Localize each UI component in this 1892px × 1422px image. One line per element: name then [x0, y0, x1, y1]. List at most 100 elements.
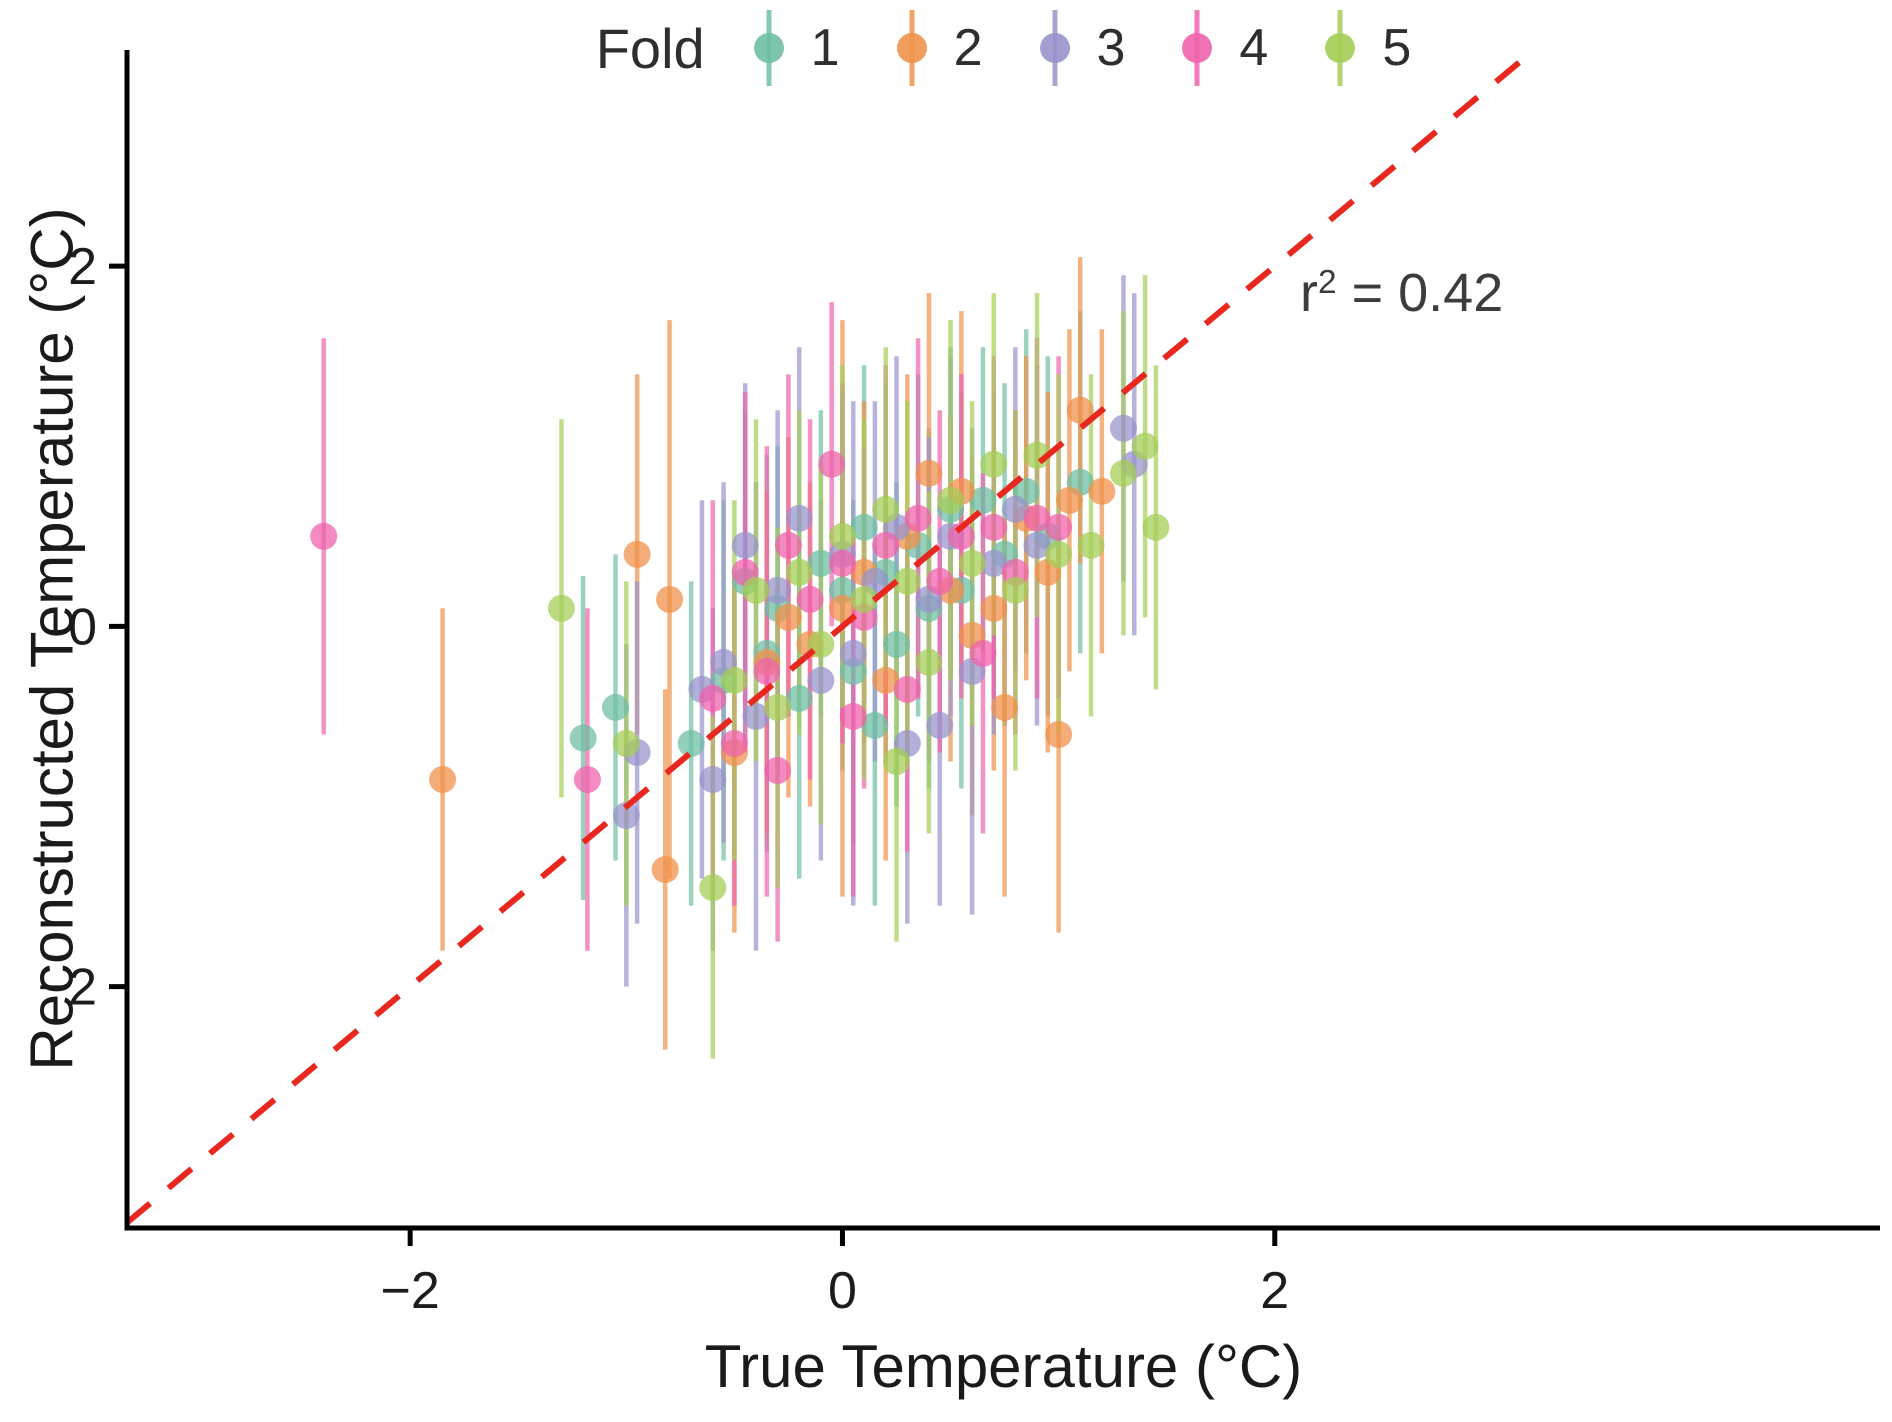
- point-fold-5: [828, 522, 856, 550]
- legend-point-glyph: [753, 33, 784, 63]
- legend-items: 1 2 3 4 5: [751, 6, 1411, 90]
- point-fold-4: [1045, 513, 1073, 541]
- r-squared-annotation: r2 = 0.42: [1300, 262, 1503, 324]
- legend-item-label: 5: [1382, 19, 1412, 77]
- point-fold-5: [720, 666, 748, 694]
- x-axis-title: True Temperature (°C): [704, 1333, 1303, 1400]
- point-fold-5: [1045, 540, 1073, 568]
- point-fold-5: [980, 450, 1008, 478]
- point-fold-4: [774, 531, 802, 559]
- legend-pointrange-icon: [1182, 10, 1213, 86]
- point-fold-1: [677, 729, 705, 757]
- legend-item-fold-5: 5: [1322, 6, 1411, 90]
- legend-item-fold-3: 3: [1037, 6, 1126, 90]
- legend-pointrange-icon: [1039, 10, 1070, 86]
- point-fold-4: [926, 567, 954, 595]
- legend-pointrange-icon: [1325, 10, 1356, 86]
- point-fold-3: [612, 802, 640, 830]
- point-fold-4: [764, 756, 792, 784]
- identity-line: [125, 47, 1537, 1225]
- point-fold-1: [850, 513, 878, 541]
- point-fold-5: [1131, 432, 1159, 460]
- legend-item-label: 1: [810, 19, 840, 77]
- point-fold-4: [1023, 504, 1051, 532]
- point-fold-5: [850, 585, 878, 613]
- point-fold-1: [807, 549, 835, 577]
- point-fold-5: [742, 576, 770, 604]
- point-fold-4: [720, 729, 748, 757]
- point-fold-4: [699, 684, 727, 712]
- y-tick-label: 2: [68, 238, 97, 296]
- point-fold-3: [1109, 414, 1137, 442]
- y-tick-label: −2: [38, 959, 97, 1017]
- legend-title: Fold: [595, 16, 705, 80]
- legend-item-label: 4: [1239, 19, 1269, 77]
- point-fold-3: [764, 576, 792, 604]
- point-fold-3: [731, 531, 759, 559]
- point-fold-4: [947, 522, 975, 550]
- legend-item-fold-2: 2: [894, 6, 983, 90]
- legend-point-glyph: [896, 33, 927, 63]
- point-fold-5: [915, 648, 943, 676]
- identity-line-layer: [125, 47, 1537, 1225]
- point-fold-3: [1001, 495, 1029, 523]
- point-fold-1: [785, 684, 813, 712]
- legend-pointrange-icon: [896, 10, 927, 86]
- point-fold-5: [785, 558, 813, 586]
- r-squared-value: = 0.42: [1336, 263, 1504, 323]
- y-tick-label: 0: [68, 598, 97, 656]
- point-fold-2: [980, 594, 1008, 622]
- r-squared-sup: 2: [1317, 263, 1337, 301]
- errorbars-layer: [321, 257, 1159, 1059]
- point-fold-5: [699, 874, 727, 902]
- point-fold-2: [915, 459, 943, 487]
- y-axis-title: Reconstructed Temperature (°C): [18, 207, 86, 1071]
- legend-item-label: 3: [1096, 19, 1126, 77]
- point-fold-5: [1109, 459, 1137, 487]
- point-fold-2: [1066, 396, 1094, 424]
- point-fold-4: [872, 531, 900, 559]
- point-fold-4: [310, 522, 338, 550]
- legend-point-glyph: [1325, 33, 1356, 63]
- point-fold-3: [785, 504, 813, 532]
- point-fold-3: [839, 639, 867, 667]
- point-fold-1: [602, 693, 630, 721]
- point-fold-2: [1088, 477, 1116, 505]
- point-fold-5: [883, 747, 911, 775]
- point-fold-2: [429, 765, 457, 793]
- legend-item-fold-4: 4: [1179, 6, 1268, 90]
- point-fold-3: [699, 765, 727, 793]
- r-squared-base: r: [1300, 263, 1318, 323]
- point-fold-2: [651, 856, 679, 884]
- point-fold-5: [872, 495, 900, 523]
- legend: Fold 1 2 3 4 5: [127, 6, 1880, 90]
- point-fold-3: [807, 666, 835, 694]
- point-fold-5: [1077, 531, 1105, 559]
- point-fold-4: [818, 450, 846, 478]
- legend-item-label: 2: [953, 19, 983, 77]
- point-fold-4: [828, 549, 856, 577]
- legend-point-glyph: [1182, 33, 1213, 63]
- point-fold-2: [872, 666, 900, 694]
- point-fold-4: [904, 504, 932, 532]
- point-fold-2: [1045, 720, 1073, 748]
- legend-pointrange-icon: [753, 10, 784, 86]
- point-fold-4: [839, 702, 867, 730]
- point-fold-4: [893, 675, 921, 703]
- point-fold-5: [547, 594, 575, 622]
- point-fold-2: [991, 693, 1019, 721]
- point-fold-5: [764, 693, 792, 721]
- point-fold-2: [656, 585, 684, 613]
- point-fold-1: [883, 630, 911, 658]
- point-fold-5: [893, 567, 921, 595]
- point-fold-5: [958, 549, 986, 577]
- point-fold-5: [1142, 513, 1170, 541]
- point-fold-1: [569, 724, 597, 752]
- point-fold-3: [1023, 531, 1051, 559]
- point-fold-2: [828, 594, 856, 622]
- point-fold-1: [861, 711, 889, 739]
- points-layer: [310, 396, 1170, 902]
- point-fold-4: [969, 639, 997, 667]
- legend-item-fold-1: 1: [751, 6, 840, 90]
